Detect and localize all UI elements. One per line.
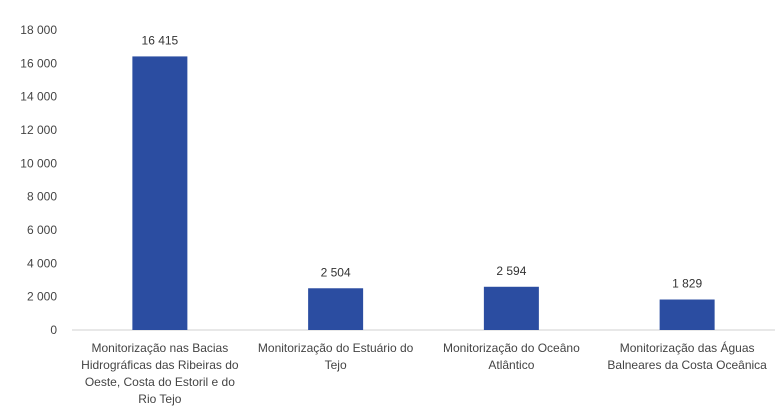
y-tick-label: 16 000 — [20, 56, 57, 70]
bar-value-label: 1 829 — [672, 277, 702, 291]
x-category-label-line: Balneares da Costa Oceânica — [607, 358, 767, 372]
x-category-label-line: Monitorização nas Bacias — [92, 341, 229, 355]
y-tick-label: 8 000 — [27, 190, 57, 204]
x-category-label-line: Monitorização do Estuário do — [258, 341, 414, 355]
y-tick-label: 12 000 — [20, 123, 57, 137]
y-tick-label: 0 — [50, 323, 57, 337]
x-category-label-line: Atlântico — [488, 358, 534, 372]
bar-value-label: 2 594 — [496, 264, 526, 278]
x-category-label-line: Monitorização do Oceâno — [443, 341, 580, 355]
x-category-label: Monitorização do Estuário do Tejo — [258, 341, 414, 372]
bar-value-label: 2 504 — [321, 265, 351, 279]
bar — [483, 286, 539, 330]
x-category-label-line: Rio Tejo — [138, 392, 181, 406]
bar-value-label: 16 415 — [142, 33, 179, 47]
x-category-label-line: Hidrográficas das Ribeiras do — [81, 358, 239, 372]
x-category-label-line: Monitorização das Águas — [620, 340, 755, 355]
x-category-label: Monitorização do Oceâno Atlântico — [443, 341, 580, 372]
x-category-label: Monitorização nas Bacias Hidrográficas da… — [81, 341, 239, 406]
y-tick-label: 14 000 — [20, 90, 57, 104]
bar — [659, 299, 715, 330]
y-tick-label: 2 000 — [27, 290, 57, 304]
x-category-label-line: Tejo — [325, 358, 347, 372]
x-category-label: Monitorização das Águas Balneares da Cost… — [607, 340, 767, 372]
bar — [132, 56, 188, 331]
bar — [308, 288, 364, 330]
y-tick-label: 6 000 — [27, 223, 57, 237]
y-tick-label: 18 000 — [20, 23, 57, 37]
y-tick-label: 10 000 — [20, 156, 57, 170]
y-tick-label: 4 000 — [27, 256, 57, 270]
x-category-label-line: Oeste, Costa do Estoril e do — [85, 375, 235, 389]
